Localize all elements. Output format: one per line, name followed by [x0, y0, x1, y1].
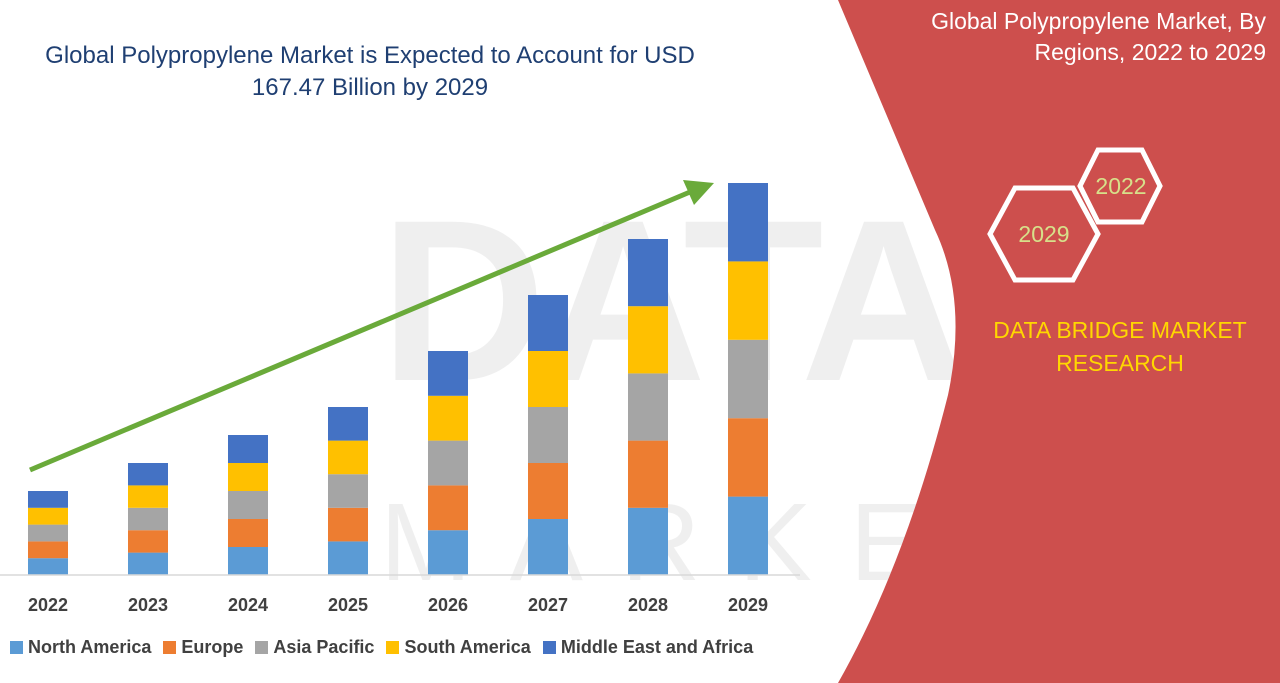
x-tick-label: 2026 [428, 595, 468, 615]
bar-2024-europe [228, 519, 268, 547]
side-panel-title: Global Polypropylene Market, By Regions,… [931, 8, 1266, 65]
bar-2029-middle-east-and-africa [728, 183, 768, 262]
hexagon-front-label: 2029 [1018, 221, 1069, 247]
trend-arrow-line [29, 189, 691, 473]
legend-label: North America [28, 636, 152, 657]
bar-2025-middle-east-and-africa [328, 407, 368, 441]
legend-swatch [386, 640, 400, 654]
bar-2023-middle-east-and-africa [128, 463, 168, 486]
bar-2028-europe [628, 440, 668, 508]
bar-2028-south-america [628, 306, 668, 374]
bar-2024-middle-east-and-africa [228, 435, 268, 463]
bar-2028-north-america [628, 507, 668, 575]
hexagon-front [987, 185, 1101, 283]
x-tick-label: 2028 [628, 595, 668, 615]
legend-item: Asia Pacific [255, 637, 374, 658]
legend-swatch [542, 640, 556, 654]
bar-2026-south-america [428, 395, 468, 441]
x-tick-label: 2023 [128, 595, 168, 615]
x-tick-labels: 2022 2023 2024 2025 2026 2027 2028 2029 [28, 595, 768, 615]
legend-swatch [10, 640, 23, 654]
bar-2026-asia-pacific [428, 440, 468, 486]
legend-item: Europe [163, 637, 243, 658]
x-tick-label: 2024 [228, 595, 268, 615]
bar-2027-north-america [528, 519, 568, 575]
bar-2026-middle-east-and-africa [428, 351, 468, 396]
bar-2024-south-america [228, 463, 268, 491]
x-tick-label: 2025 [328, 595, 368, 615]
bar-2024-asia-pacific [228, 491, 268, 519]
bar-2023-europe [128, 530, 168, 553]
bar-2027-asia-pacific [528, 407, 568, 463]
bar-2029-asia-pacific [728, 339, 768, 419]
bar-2025-south-america [328, 440, 368, 475]
bar-2023-south-america [128, 485, 168, 508]
legend-item: North America [10, 637, 151, 658]
bar-2022-north-america [28, 558, 68, 575]
bar-2022-middle-east-and-africa [28, 491, 68, 508]
x-tick-label: 2022 [28, 595, 68, 615]
bar-2028-middle-east-and-africa [628, 239, 668, 307]
bar-2023-north-america [128, 552, 168, 575]
x-tick-label: 2029 [728, 595, 768, 615]
bar-2022-south-america [28, 507, 68, 525]
hexagon-back [1077, 147, 1163, 225]
chart-title: Global Polypropylene Market is Expected … [45, 42, 695, 101]
legend-item: Middle East and Africa [542, 636, 754, 658]
legend-swatch [255, 640, 269, 654]
legend-label: Middle East and Africa [560, 636, 754, 657]
bar-2024-north-america [228, 547, 268, 575]
bar-2028-asia-pacific [628, 373, 668, 441]
bar-2025-north-america [328, 541, 368, 575]
bar-2022-asia-pacific [28, 524, 68, 542]
bar-2029-europe [728, 418, 768, 497]
legend-item: South America [386, 636, 531, 658]
bar-2027-middle-east-and-africa [528, 295, 568, 351]
legend-label: Asia Pacific [273, 636, 375, 657]
bar-2025-asia-pacific [328, 474, 368, 508]
brand-name: DATA BRIDGE MARKET RESEARCH [993, 317, 1247, 376]
legend-swatch [163, 640, 177, 654]
side-panel [838, 0, 1280, 683]
x-tick-label: 2027 [528, 595, 568, 615]
bar-2027-europe [528, 463, 568, 519]
bar-2026-north-america [428, 530, 468, 575]
bar-2026-europe [428, 485, 468, 531]
bar-2023-asia-pacific [128, 507, 168, 531]
hexagon-badges [987, 147, 1163, 283]
legend: North America Europe Asia Pacific South Ame… [10, 634, 753, 660]
bar-2022-europe [28, 541, 68, 559]
bar-2027-south-america [528, 351, 568, 407]
bar-2029-north-america [728, 496, 768, 575]
hexagon-back-label: 2022 [1095, 173, 1146, 199]
bar-series-group [28, 183, 768, 575]
bar-2025-europe [328, 507, 368, 542]
legend-label: Europe [181, 636, 244, 657]
legend-label: South America [404, 636, 531, 657]
bar-2029-south-america [728, 261, 768, 340]
trend-arrow-head [683, 180, 714, 205]
